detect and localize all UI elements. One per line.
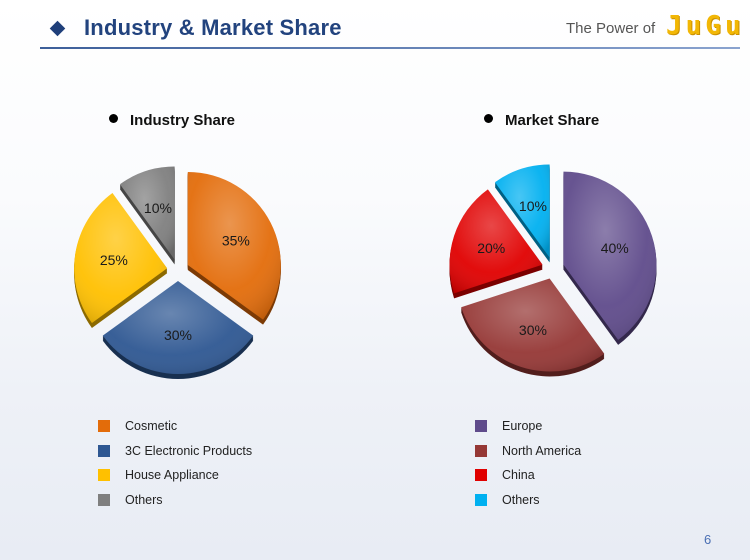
pie-slice-label: 20% [477,240,505,256]
pie-slice-label: 40% [601,240,629,256]
legend-label: Europe [502,419,543,434]
pie-slice-shading [102,281,254,374]
legend-item: North America [475,439,581,464]
legend-label: House Appliance [125,468,219,483]
market-share-title: Market Share [505,112,600,129]
pie-slice-label: 30% [519,322,547,338]
power-of-text: The Power of [566,20,656,37]
industry-share-pie: 35% 30% 25% 10% [74,166,281,379]
legend-item: Cosmetic [98,414,252,439]
industry-share-title: Industry Share [130,112,236,129]
pie-slice-label: 10% [519,198,547,214]
legend-item: House Appliance [98,463,252,488]
market-share-heading: Market Share [484,112,599,129]
pie-slice-shading [187,172,281,320]
legend-label: Others [502,492,540,507]
pie-slice-shading [449,189,543,294]
legend-swatch [98,493,110,506]
legend-swatch [475,469,487,482]
pie-slice-label: 35% [222,233,250,249]
legend-swatch [475,444,487,457]
legend-swatch [98,420,110,433]
legend-label: Cosmetic [125,419,178,434]
legend-item: China [475,463,581,488]
industry-share-heading: Industry Share [109,112,235,129]
bullet-icon [484,114,493,123]
legend-swatch [98,444,110,457]
pie-slice-shading [461,278,605,372]
page-number: 6 [704,532,712,547]
legend-label: China [502,468,535,483]
legend-label: North America [502,443,582,458]
legend-item: 3C Electronic Products [98,439,252,464]
legend-label: 3C Electronic Products [125,443,253,458]
header-divider [40,47,740,49]
pie-slice-shading [494,164,550,258]
legend-item: Europe [475,414,581,439]
brand-logo: JuGu [666,11,745,41]
legend-swatch [475,420,487,433]
legend-label: Others [125,492,163,507]
market-legend: Europe North America China Others [475,414,581,512]
legend-swatch [98,469,110,482]
legend-item: Others [475,488,581,513]
pie-slice-shading [563,171,657,340]
pie-slice-shading [119,166,175,260]
pie-slice-label: 10% [144,200,172,216]
slide-title: Industry & Market Share [84,15,342,40]
industry-legend: Cosmetic 3C Electronic Products House Ap… [98,414,252,512]
pie-slice-shading [74,193,168,323]
bullet-icon [109,114,118,123]
slide-header: Industry & Market Share The Power of JuG… [0,0,750,52]
legend-swatch [475,493,487,506]
pie-slice-label: 30% [164,327,192,343]
market-share-pie: 40% 30% 20% 10% [449,164,657,377]
pie-slice-label: 25% [100,252,128,268]
legend-item: Others [98,488,252,513]
